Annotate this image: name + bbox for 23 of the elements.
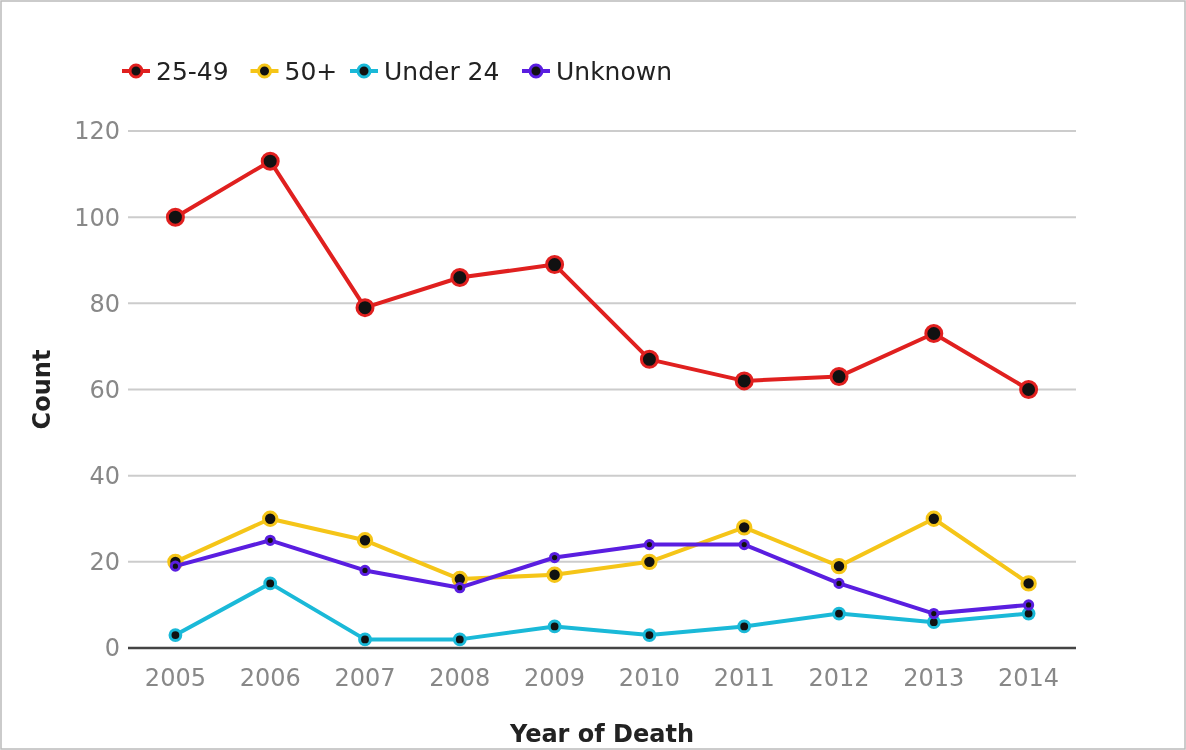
y-tick-label: 20 xyxy=(89,548,120,577)
x-tick-label: 2008 xyxy=(429,664,491,692)
x-tick-label: 2009 xyxy=(524,664,586,692)
legend-label: 50+ xyxy=(284,57,338,86)
x-tick-label: 2013 xyxy=(903,664,965,692)
x-tick-label: 2012 xyxy=(808,664,870,692)
y-tick-label: 40 xyxy=(89,462,120,491)
y-tick-label: 80 xyxy=(89,289,120,318)
legend-label: Unknown xyxy=(556,57,673,86)
x-tick-label: 2005 xyxy=(144,664,206,692)
y-axis-title: Count xyxy=(28,349,56,430)
x-tick-label: 2011 xyxy=(713,664,775,692)
y-tick-label: 0 xyxy=(104,634,120,663)
legend-label: Under 24 xyxy=(384,57,500,86)
legend-label: 25-49 xyxy=(156,57,229,86)
x-axis-title: Year of Death xyxy=(508,720,695,748)
x-tick-label: 2010 xyxy=(618,664,680,692)
x-tick-label: 2014 xyxy=(998,664,1060,692)
y-tick-label: 60 xyxy=(89,375,120,404)
y-tick-label: 120 xyxy=(74,117,120,146)
x-tick-label: 2006 xyxy=(239,664,301,692)
y-tick-label: 100 xyxy=(74,203,120,232)
x-tick-label: 2007 xyxy=(334,664,396,692)
